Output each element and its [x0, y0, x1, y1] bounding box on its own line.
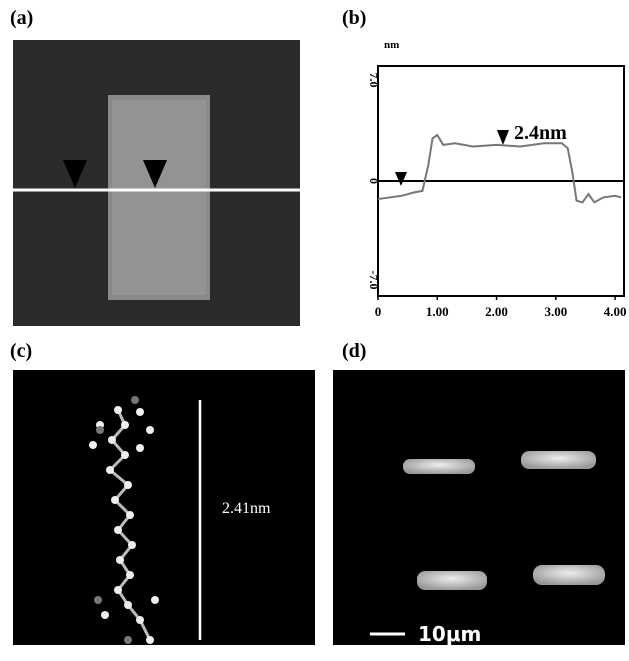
figure: (a) (b) (c) (d) nm 2.4nm 7.00-7.001.002.… [0, 0, 629, 661]
panel-label: (c) [10, 340, 32, 362]
y-axis-label: nm [384, 39, 399, 51]
annotation: 2.4nm [514, 122, 567, 144]
x-tick-label: 3.00 [544, 304, 567, 319]
scale-bar-label: 10μm [418, 622, 481, 646]
sem-image: 10μm [333, 370, 625, 646]
length-label: 2.41nm [222, 500, 271, 517]
x-tick-label: 2.00 [485, 304, 508, 319]
x-tick-label: 1.00 [426, 304, 449, 319]
x-tick-label: 0 [375, 304, 382, 319]
page: (a) (b) (c) (d) nm 2.4nm 7.00-7.001.002.… [0, 0, 629, 661]
afm-image [13, 40, 300, 326]
y-tick-label: -7.0 [367, 271, 381, 290]
panel-label: (d) [342, 340, 366, 362]
panel-label: (b) [342, 7, 366, 29]
profile-line [378, 135, 621, 202]
y-tick-label: 7.0 [367, 73, 381, 88]
molecule-image: 2.41nm [13, 370, 315, 645]
x-tick-label: 4.00 [604, 304, 627, 319]
panel-label: (a) [10, 7, 33, 29]
